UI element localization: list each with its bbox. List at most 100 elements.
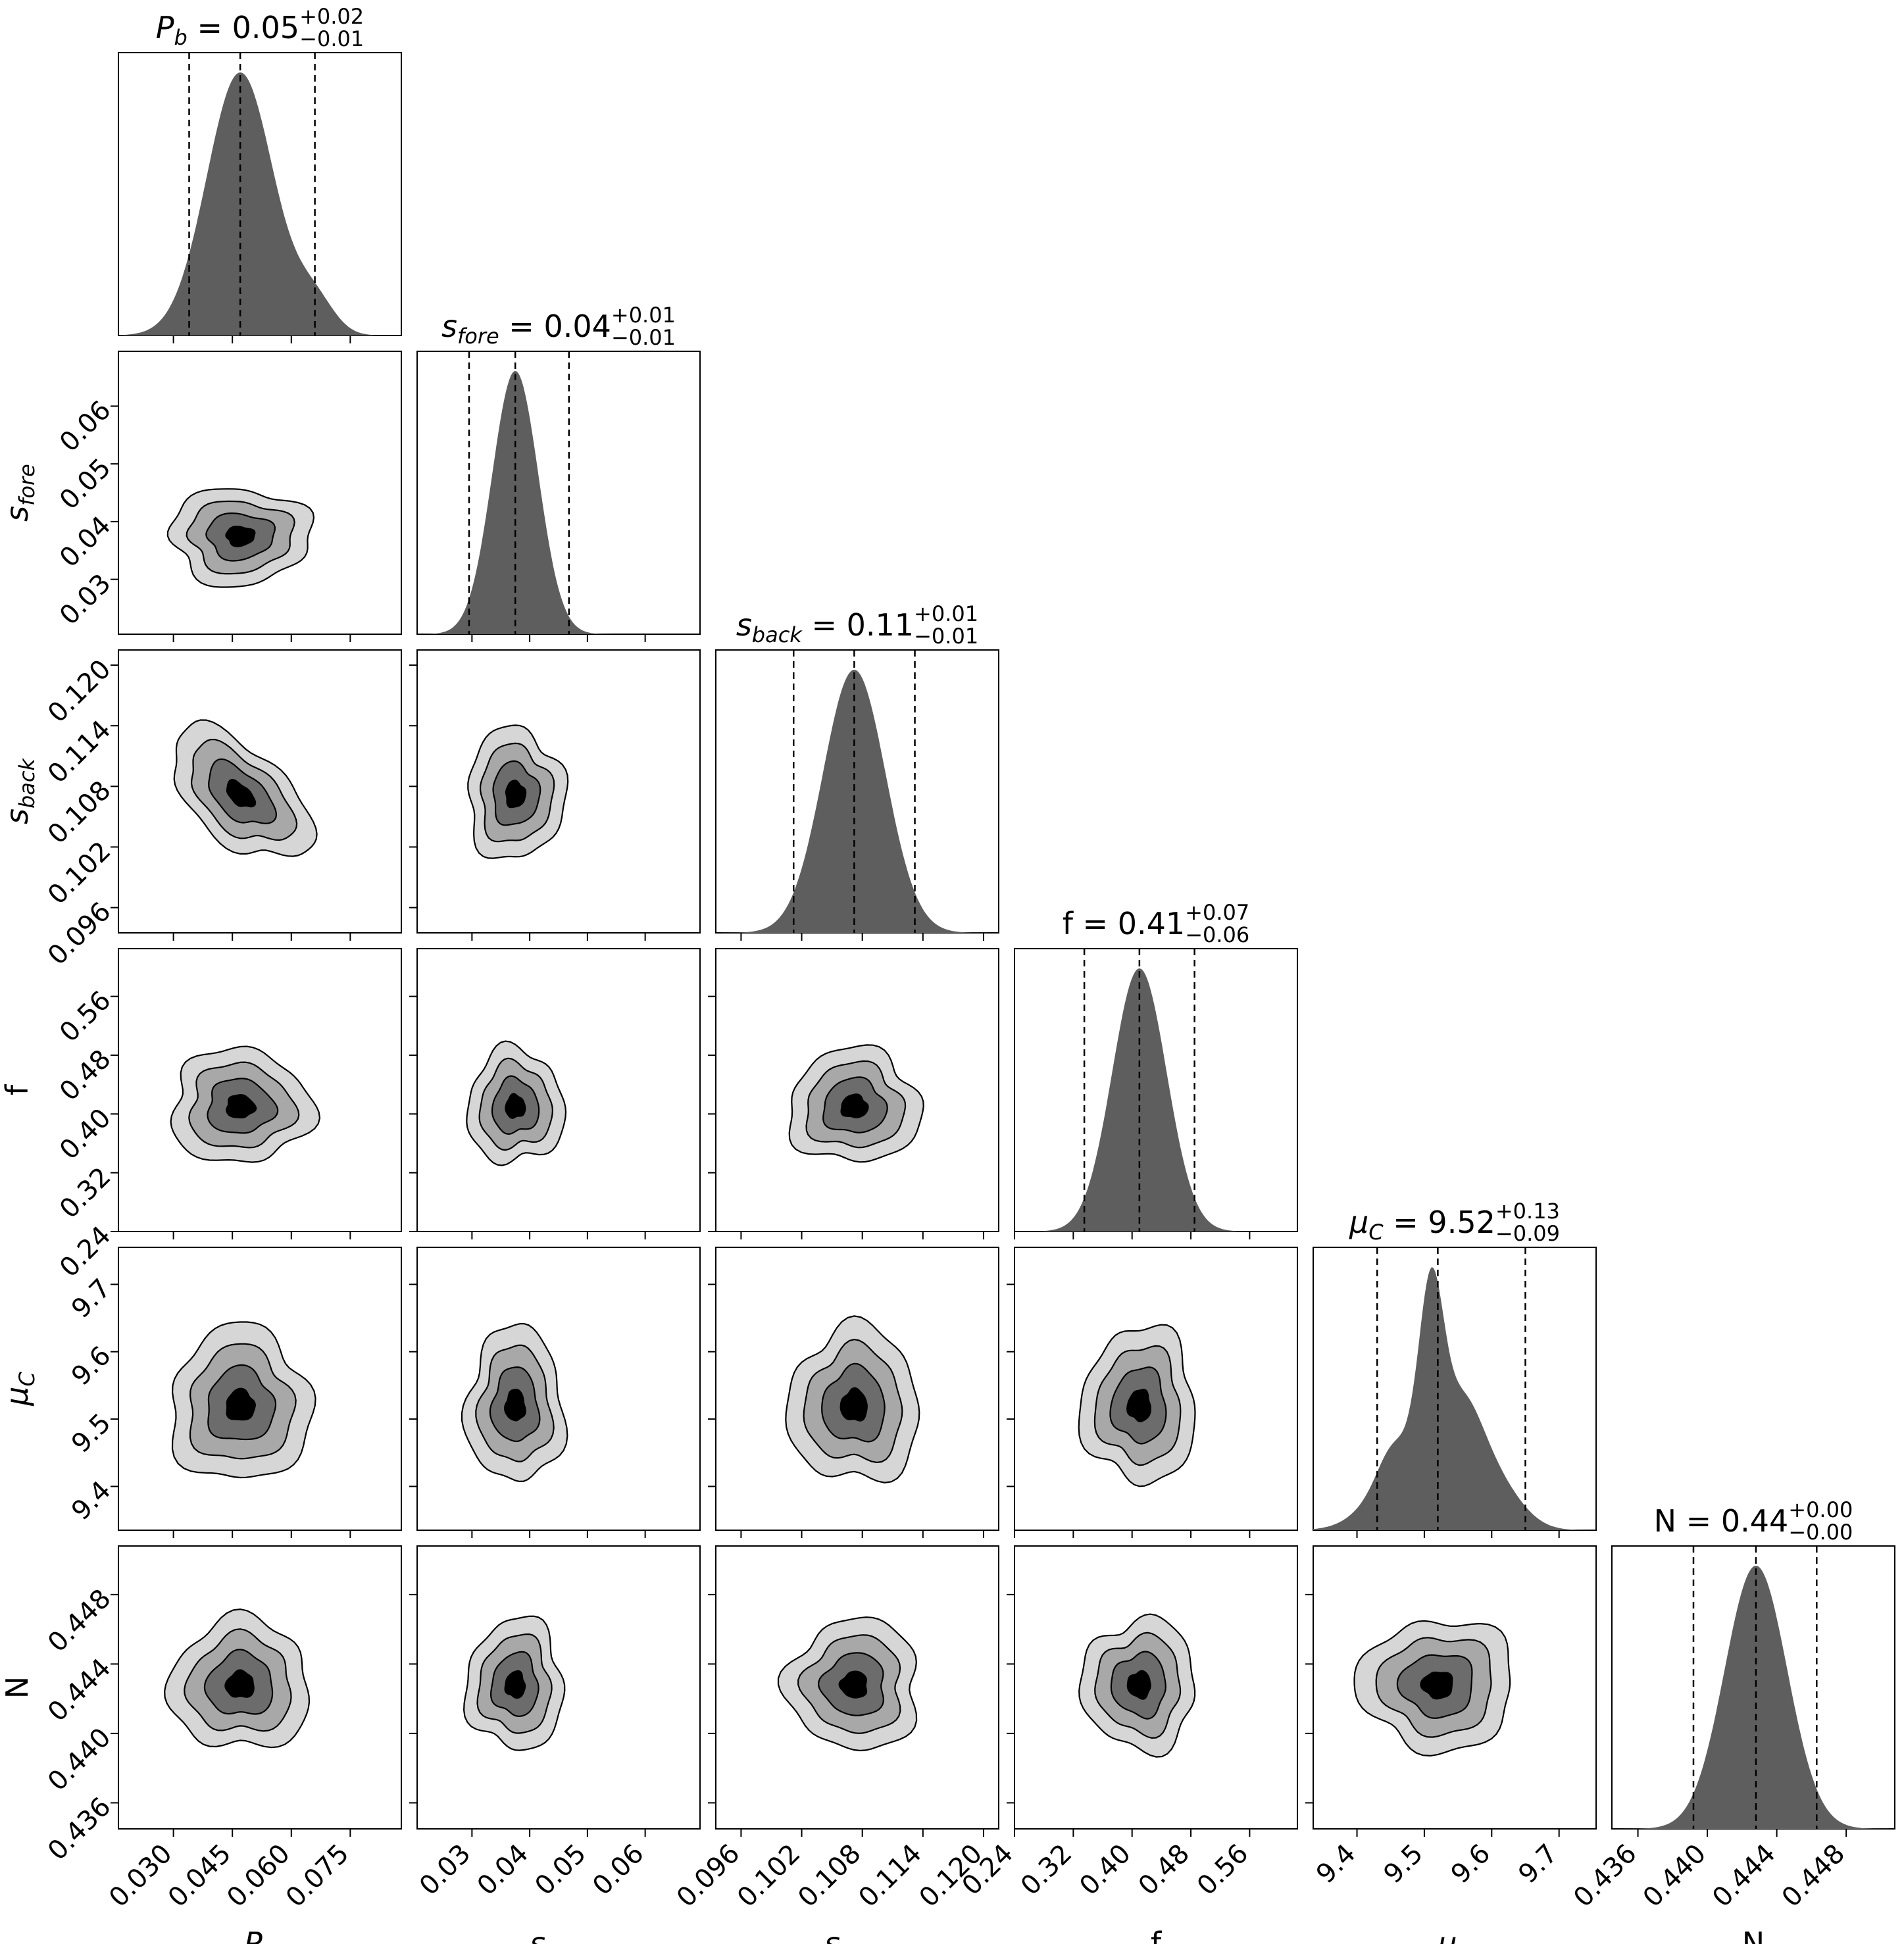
y-tick-label: 0.108 (42, 775, 117, 850)
contour-panel-f-muC (1007, 1247, 1298, 1538)
x-axis-label-sback: sback (824, 1926, 891, 1944)
y-tick-label: 0.05 (54, 453, 117, 516)
x-tick-label: 0.075 (280, 1839, 355, 1914)
contour-level-4 (505, 780, 527, 809)
x-tick-label: 9.5 (1378, 1839, 1429, 1890)
y-tick-label: 9.5 (66, 1408, 117, 1459)
contour-level-4 (840, 1093, 869, 1118)
y-axis-label-N: N (0, 1676, 35, 1699)
histogram-sback (716, 670, 999, 933)
x-tick-label: 9.6 (1445, 1839, 1497, 1890)
y-tick-label: 0.436 (42, 1791, 117, 1866)
title-Pb: Pb = 0.05+0.02 −0.01 (156, 4, 364, 51)
x-axis-label-sfore: sfore (530, 1926, 588, 1944)
contour-level-4 (1126, 1670, 1151, 1700)
histogram-N (1612, 1566, 1895, 1829)
contour-level-4 (224, 1669, 255, 1698)
x-tick-label: 0.04 (472, 1839, 535, 1902)
x-tick-label: 0.436 (1568, 1839, 1643, 1914)
y-tick-label: 0.444 (42, 1653, 117, 1728)
x-tick-label: 0.06 (587, 1839, 650, 1902)
title-f: f = 0.41+0.07 −0.06 (1063, 900, 1250, 947)
contour-panel-Pb-muC: 9.49.59.69.7 (66, 1247, 402, 1538)
x-tick-label: 0.030 (103, 1839, 178, 1914)
contour-panel-sback-f (708, 948, 999, 1239)
x-axis-label-muC: μC (1437, 1926, 1472, 1944)
x-axis-label-Pb: Pb (244, 1926, 276, 1944)
contour-level-4 (504, 1670, 526, 1699)
x-tick-label: 0.060 (221, 1839, 296, 1914)
y-tick-label: 0.03 (54, 568, 117, 632)
hist-panel-Pb: Pb = 0.05+0.02 −0.01 (118, 4, 402, 343)
y-tick-label: 0.114 (42, 714, 117, 789)
y-axis-label-f: f (0, 1084, 35, 1095)
title-sfore: sfore = 0.04+0.01 −0.01 (441, 303, 676, 350)
x-tick-label: 0.32 (1015, 1839, 1078, 1902)
x-tick-label: 0.096 (671, 1839, 746, 1914)
contour-panel-f-N: 0.240.320.400.480.56 (957, 1545, 1298, 1902)
y-axis-label-sback: sback (0, 758, 39, 824)
y-axis-label-muC: μC (0, 1372, 39, 1407)
contour-level-4 (226, 778, 257, 808)
hist-panel-muC: μC = 9.52+0.13 −0.09 (1313, 1199, 1597, 1538)
contour-panel-sfore-sback (409, 649, 701, 941)
x-tick-label: 0.03 (414, 1839, 477, 1902)
panel-frame (416, 351, 701, 635)
y-tick-label: 0.440 (42, 1722, 117, 1797)
histogram-muC (1313, 1267, 1596, 1530)
y-tick-label: 9.4 (66, 1475, 117, 1526)
histogram-f (1015, 968, 1297, 1232)
y-axis-label-sfore: sfore (0, 464, 39, 522)
x-tick-label: 0.56 (1191, 1839, 1255, 1902)
x-tick-label: 0.045 (163, 1839, 238, 1914)
x-tick-label: 0.108 (792, 1839, 867, 1914)
x-tick-label: 0.48 (1133, 1839, 1196, 1902)
x-tick-label: 9.4 (1311, 1839, 1362, 1890)
x-tick-label: 0.05 (529, 1839, 592, 1902)
title-muC: μC = 9.52+0.13 −0.09 (1349, 1199, 1560, 1246)
x-axis-label-f: f (1151, 1926, 1163, 1944)
contour-panel-sfore-f (409, 948, 701, 1239)
contour-level-4 (505, 1093, 526, 1119)
hist-panel-sfore: sfore = 0.04+0.01 −0.01 (416, 303, 701, 642)
x-tick-label: 9.7 (1513, 1839, 1564, 1890)
contour-panel-sback-muC (708, 1247, 999, 1538)
x-tick-label: 0.40 (1074, 1839, 1137, 1902)
x-tick-label: 0.444 (1707, 1839, 1782, 1914)
y-tick-label: 0.120 (42, 654, 117, 729)
x-tick-label: 0.114 (853, 1839, 928, 1914)
y-tick-label: 9.6 (66, 1341, 117, 1392)
title-sback: sback = 0.11+0.01 −0.01 (736, 601, 978, 649)
y-tick-label: 0.48 (54, 1044, 117, 1107)
y-tick-label: 0.102 (42, 835, 117, 910)
y-tick-label: 0.096 (42, 897, 117, 972)
y-tick-label: 0.06 (54, 395, 117, 458)
panel-frame (416, 1247, 701, 1531)
y-tick-label: 0.56 (54, 985, 117, 1049)
y-tick-label: 0.04 (54, 511, 117, 574)
contour-level-4 (226, 1387, 256, 1421)
contour-level-4 (226, 1094, 257, 1119)
x-tick-label: 0.440 (1638, 1839, 1713, 1914)
contour-panel-sfore-N: 0.030.040.050.06 (409, 1545, 701, 1902)
x-tick-label: 0.448 (1776, 1839, 1851, 1914)
contour-level-4 (1126, 1388, 1152, 1423)
contour-level-4 (503, 1388, 526, 1422)
title-N: N = 0.44+0.00 −0.00 (1654, 1497, 1853, 1545)
y-tick-label: 0.32 (54, 1162, 117, 1225)
x-tick-label: 0.102 (732, 1839, 807, 1914)
y-tick-label: 0.40 (54, 1103, 117, 1166)
contour-panel-Pb-f: 0.240.320.400.480.56 (54, 948, 402, 1284)
hist-panel-sback: sback = 0.11+0.01 −0.01 (715, 601, 999, 941)
y-tick-label: 0.24 (54, 1220, 117, 1284)
x-axis-label-N: N (1742, 1926, 1765, 1944)
contour-panel-muC-N: 9.4 9.5 9.6 9.7 (1305, 1545, 1597, 1890)
y-tick-label: 0.448 (42, 1583, 117, 1658)
histogram-sfore (417, 371, 700, 634)
contour-panel-sfore-muC (409, 1247, 701, 1538)
